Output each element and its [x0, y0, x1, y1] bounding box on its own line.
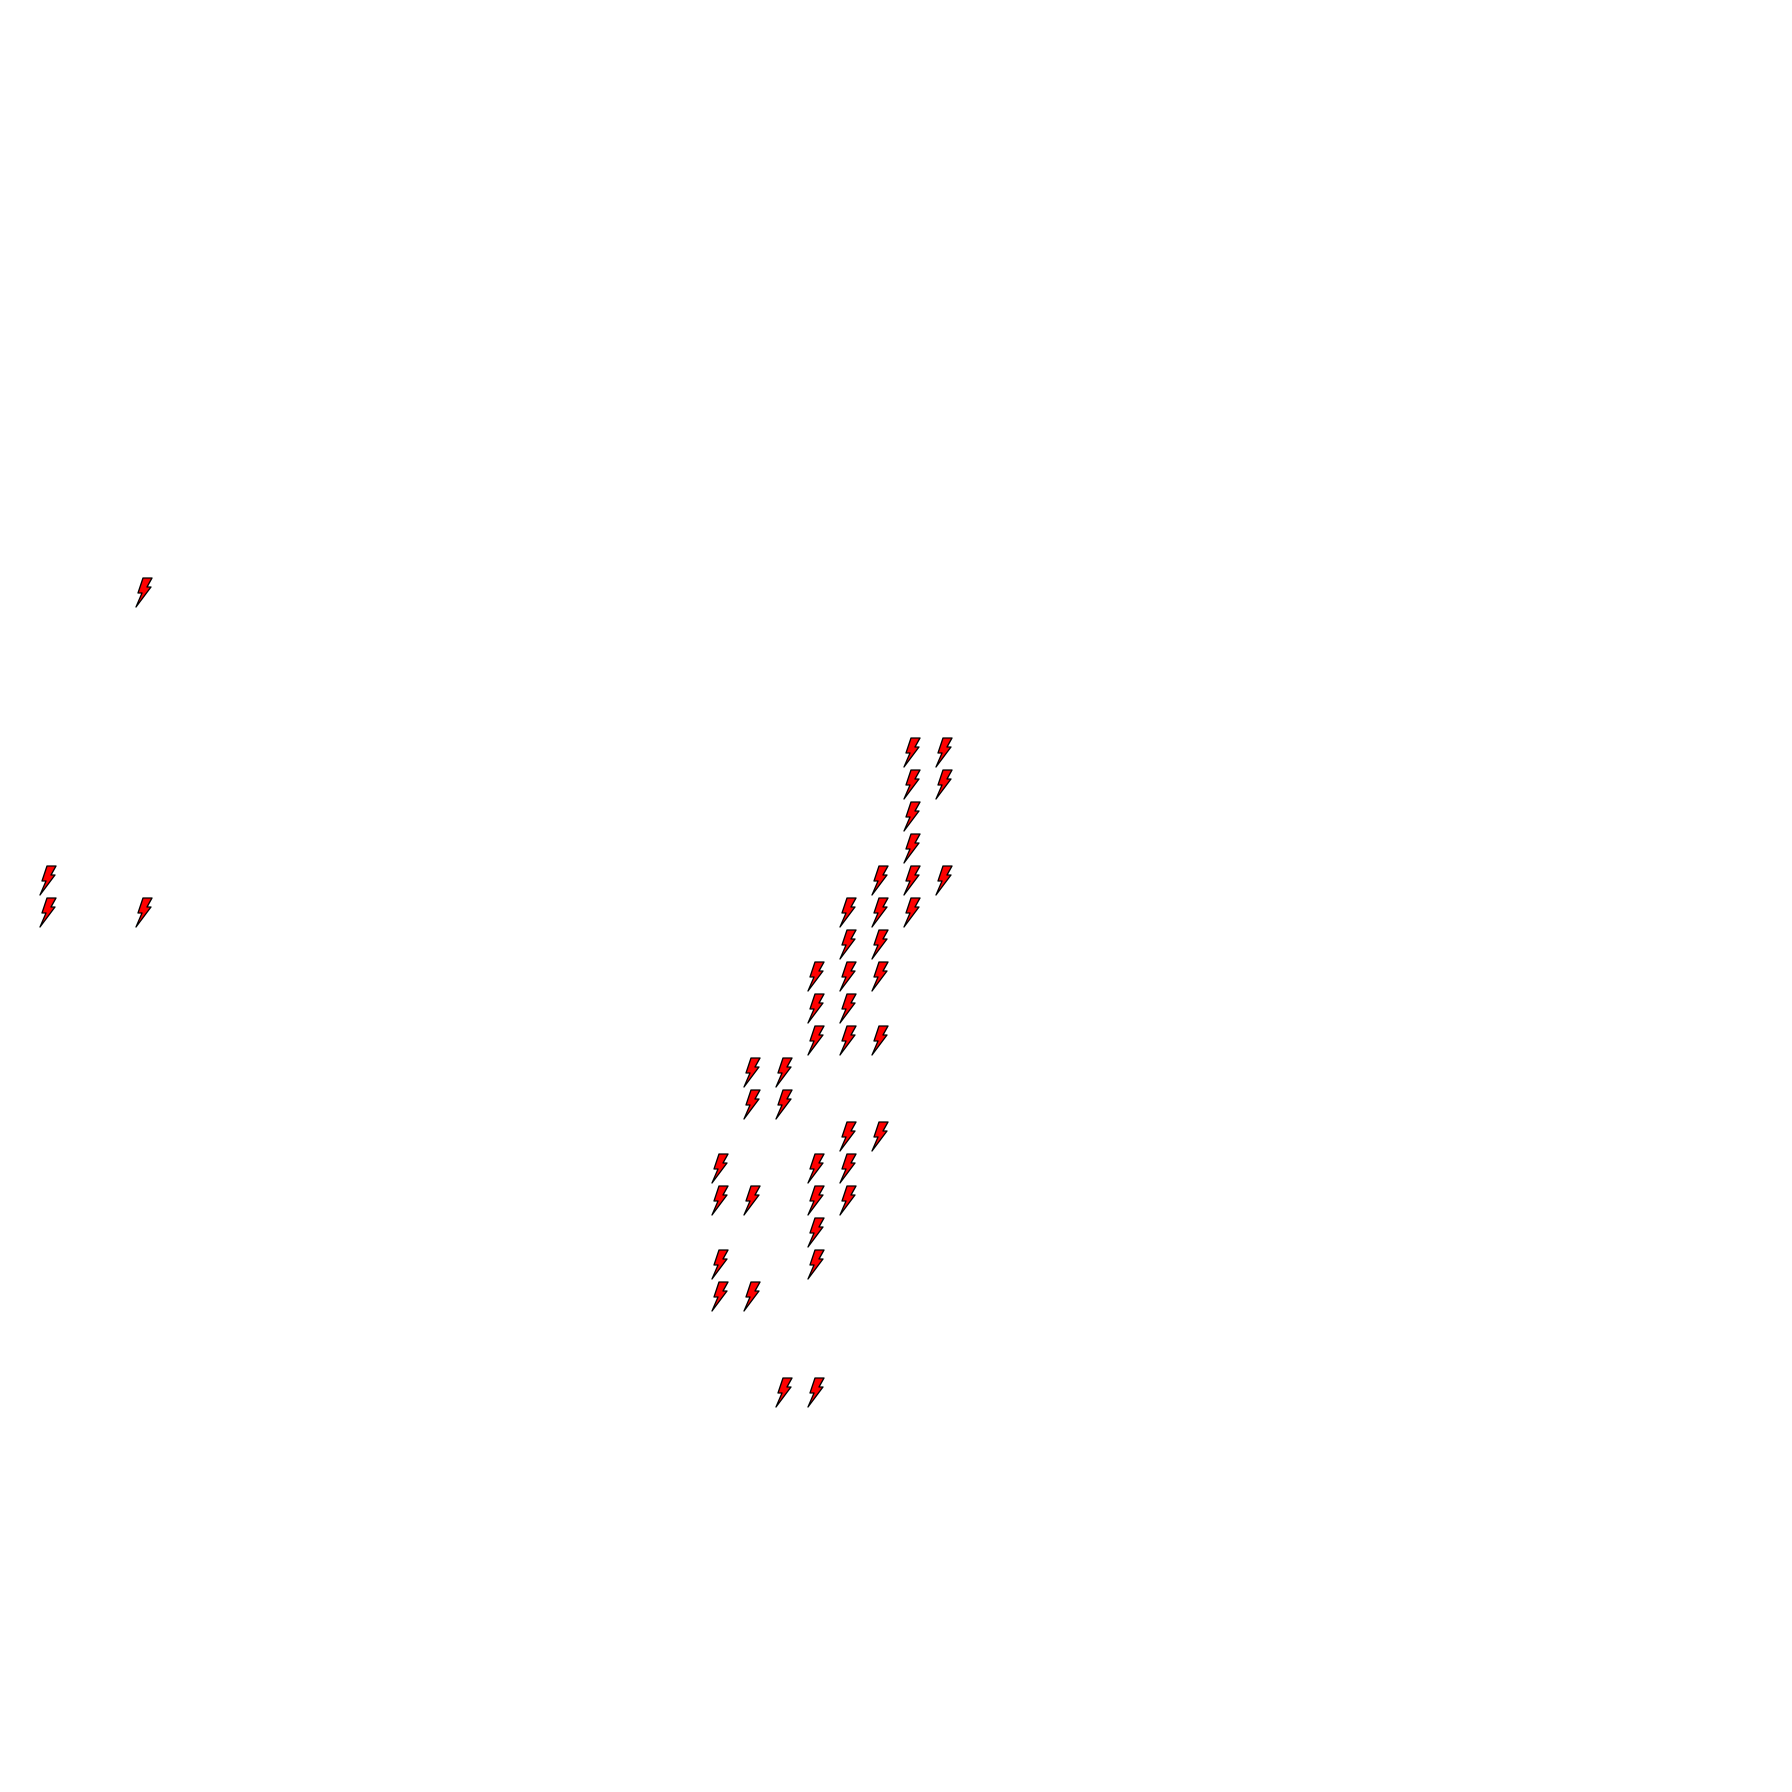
lightning-marker[interactable]: [871, 961, 891, 993]
lightning-bolt-icon: [807, 1249, 825, 1280]
lightning-marker[interactable]: [807, 1249, 827, 1281]
lightning-marker[interactable]: [743, 1057, 763, 1089]
lightning-marker[interactable]: [807, 1153, 827, 1185]
lightning-bolt-icon: [839, 897, 857, 928]
lightning-marker[interactable]: [839, 961, 859, 993]
lightning-bolt-icon: [39, 865, 57, 896]
lightning-marker[interactable]: [807, 961, 827, 993]
lightning-bolt-icon: [871, 961, 889, 992]
lightning-bolt-icon: [807, 1185, 825, 1216]
lightning-bolt-icon: [807, 993, 825, 1024]
lightning-marker[interactable]: [903, 737, 923, 769]
lightning-marker[interactable]: [743, 1185, 763, 1217]
lightning-bolt-icon: [711, 1185, 729, 1216]
lightning-marker[interactable]: [839, 1025, 859, 1057]
lightning-marker[interactable]: [807, 1025, 827, 1057]
lightning-bolt-icon: [807, 1217, 825, 1248]
lightning-bolt-icon: [903, 769, 921, 800]
lightning-bolt-icon: [935, 737, 953, 768]
lightning-marker[interactable]: [871, 929, 891, 961]
lightning-marker[interactable]: [743, 1089, 763, 1121]
lightning-bolt-icon: [839, 993, 857, 1024]
lightning-marker[interactable]: [711, 1153, 731, 1185]
lightning-bolt-icon: [775, 1057, 793, 1088]
lightning-bolt-icon: [871, 929, 889, 960]
lightning-marker[interactable]: [871, 897, 891, 929]
lightning-bolt-icon: [775, 1089, 793, 1120]
lightning-marker[interactable]: [711, 1185, 731, 1217]
lightning-bolt-icon: [711, 1281, 729, 1312]
lightning-bolt-icon: [871, 1121, 889, 1152]
lightning-marker[interactable]: [39, 897, 59, 929]
lightning-bolt-icon: [135, 897, 153, 928]
lightning-bolt-icon: [903, 737, 921, 768]
lightning-bolt-icon: [839, 961, 857, 992]
lightning-bolt-icon: [839, 1185, 857, 1216]
lightning-bolt-icon: [743, 1057, 761, 1088]
lightning-marker[interactable]: [839, 1185, 859, 1217]
lightning-marker[interactable]: [839, 993, 859, 1025]
lightning-marker[interactable]: [871, 865, 891, 897]
lightning-bolt-icon: [903, 865, 921, 896]
lightning-bolt-icon: [871, 1025, 889, 1056]
lightning-marker[interactable]: [807, 1377, 827, 1409]
lightning-marker[interactable]: [839, 897, 859, 929]
lightning-marker[interactable]: [903, 897, 923, 929]
lightning-bolt-icon: [935, 865, 953, 896]
lightning-bolt-icon: [743, 1281, 761, 1312]
lightning-marker[interactable]: [903, 801, 923, 833]
lightning-marker[interactable]: [807, 1185, 827, 1217]
lightning-marker[interactable]: [775, 1057, 795, 1089]
lightning-bolt-icon: [839, 1121, 857, 1152]
lightning-bolt-icon: [807, 1153, 825, 1184]
lightning-bolt-icon: [871, 897, 889, 928]
lightning-marker[interactable]: [775, 1089, 795, 1121]
lightning-marker[interactable]: [903, 769, 923, 801]
lightning-bolt-icon: [839, 929, 857, 960]
lightning-bolt-icon: [135, 577, 153, 608]
lightning-bolt-icon: [807, 1377, 825, 1408]
lightning-marker[interactable]: [711, 1281, 731, 1313]
lightning-marker[interactable]: [807, 993, 827, 1025]
lightning-marker[interactable]: [871, 1121, 891, 1153]
lightning-bolt-icon: [903, 833, 921, 864]
lightning-bolt-icon: [775, 1377, 793, 1408]
lightning-bolt-icon: [839, 1025, 857, 1056]
lightning-marker[interactable]: [903, 833, 923, 865]
lightning-marker[interactable]: [775, 1377, 795, 1409]
lightning-bolt-icon: [807, 1025, 825, 1056]
lightning-bolt-icon: [743, 1185, 761, 1216]
lightning-bolt-icon: [39, 897, 57, 928]
lightning-marker[interactable]: [839, 1153, 859, 1185]
lightning-marker[interactable]: [807, 1217, 827, 1249]
lightning-marker[interactable]: [935, 865, 955, 897]
lightning-bolt-icon: [711, 1153, 729, 1184]
lightning-bolt-icon: [711, 1249, 729, 1280]
lightning-bolt-icon: [743, 1089, 761, 1120]
lightning-marker[interactable]: [839, 929, 859, 961]
lightning-marker[interactable]: [135, 897, 155, 929]
lightning-marker[interactable]: [39, 865, 59, 897]
lightning-marker[interactable]: [903, 865, 923, 897]
lightning-marker[interactable]: [935, 737, 955, 769]
lightning-bolt-icon: [871, 865, 889, 896]
lightning-bolt-icon: [807, 961, 825, 992]
lightning-bolt-icon: [935, 769, 953, 800]
lightning-marker[interactable]: [839, 1121, 859, 1153]
lightning-marker[interactable]: [135, 577, 155, 609]
lightning-marker[interactable]: [711, 1249, 731, 1281]
lightning-bolt-icon: [903, 897, 921, 928]
lightning-marker[interactable]: [935, 769, 955, 801]
lightning-bolt-icon: [903, 801, 921, 832]
lightning-bolt-icon: [839, 1153, 857, 1184]
lightning-marker[interactable]: [871, 1025, 891, 1057]
lightning-marker[interactable]: [743, 1281, 763, 1313]
